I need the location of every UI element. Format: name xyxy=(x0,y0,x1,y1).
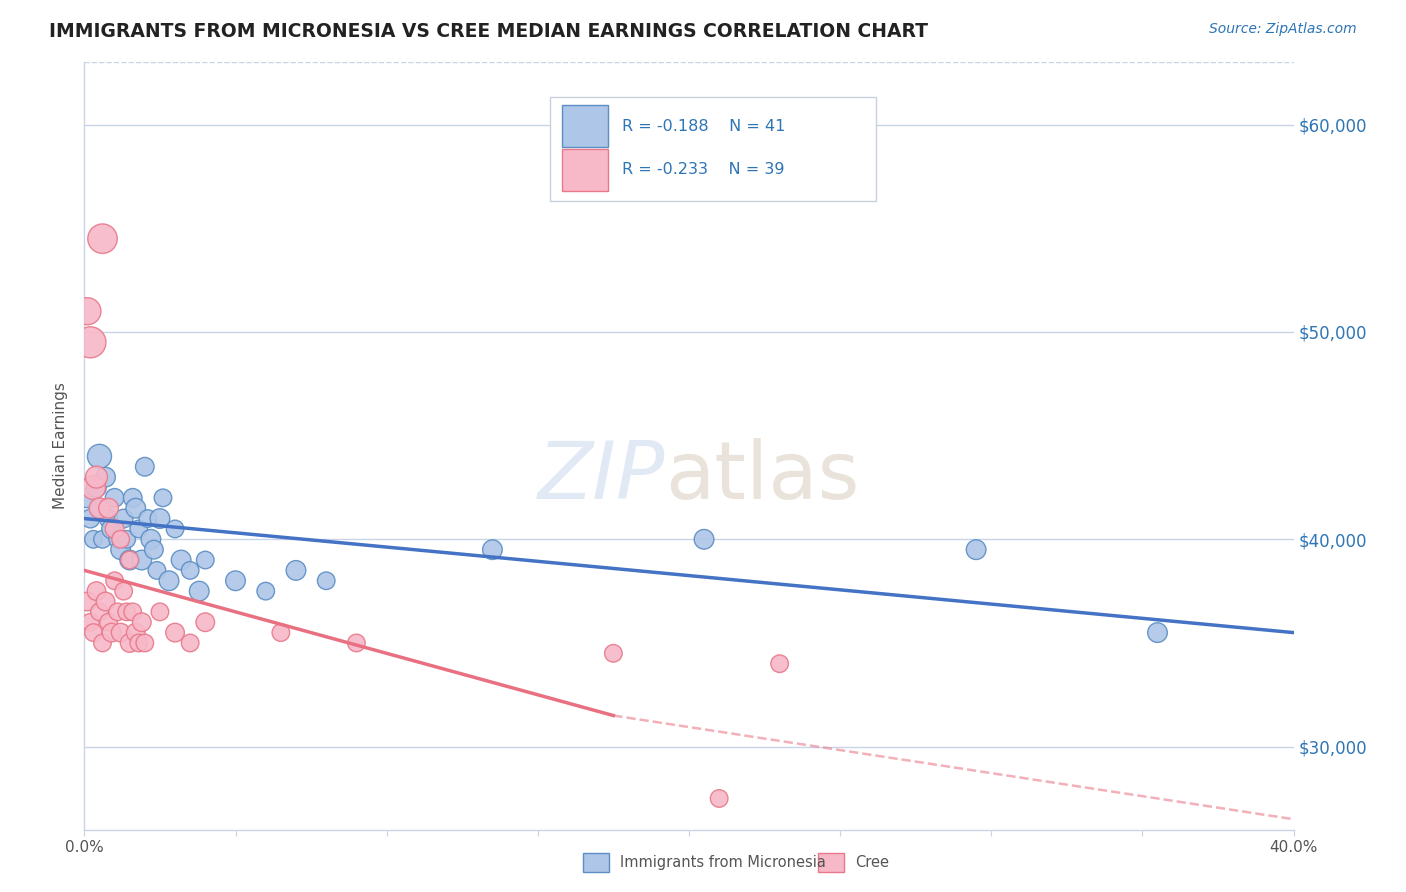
Point xyxy=(128,636,150,650)
Point xyxy=(152,491,174,505)
Point xyxy=(86,584,108,599)
Point xyxy=(315,574,337,588)
Point xyxy=(97,511,120,525)
Point xyxy=(115,605,138,619)
Point xyxy=(91,232,114,246)
Point xyxy=(254,584,277,599)
Point xyxy=(110,542,132,557)
Point xyxy=(104,574,127,588)
Point xyxy=(769,657,792,671)
Point xyxy=(146,563,169,577)
Text: atlas: atlas xyxy=(665,438,859,516)
Point xyxy=(76,594,98,608)
Text: Cree: Cree xyxy=(855,855,889,870)
Point xyxy=(118,636,141,650)
Point xyxy=(110,533,132,547)
Point xyxy=(107,605,129,619)
Point xyxy=(142,542,165,557)
Point xyxy=(107,533,129,547)
Text: Immigrants from Micronesia: Immigrants from Micronesia xyxy=(620,855,825,870)
Point xyxy=(170,553,193,567)
Bar xyxy=(562,149,607,191)
Point xyxy=(693,533,716,547)
Text: R = -0.233    N = 39: R = -0.233 N = 39 xyxy=(623,162,785,178)
Point xyxy=(89,501,111,516)
Point xyxy=(79,615,101,630)
Point xyxy=(225,574,247,588)
Point xyxy=(118,553,141,567)
Point xyxy=(179,636,201,650)
Point xyxy=(1146,625,1168,640)
Point xyxy=(188,584,211,599)
Point xyxy=(136,511,159,525)
Point xyxy=(149,511,172,525)
FancyBboxPatch shape xyxy=(550,97,876,201)
Point xyxy=(179,563,201,577)
Point xyxy=(76,304,98,318)
Text: R = -0.188    N = 41: R = -0.188 N = 41 xyxy=(623,119,786,134)
Point xyxy=(97,501,120,516)
Point xyxy=(134,636,156,650)
Point xyxy=(157,574,180,588)
Point xyxy=(139,533,162,547)
Point xyxy=(91,533,114,547)
Point xyxy=(79,511,101,525)
Point xyxy=(104,491,127,505)
Point xyxy=(79,335,101,350)
Point xyxy=(165,522,187,536)
Point xyxy=(89,501,111,516)
Point xyxy=(100,522,122,536)
Point xyxy=(89,450,111,464)
Point xyxy=(194,553,217,567)
Point xyxy=(134,459,156,474)
Point xyxy=(194,615,217,630)
Point xyxy=(82,625,104,640)
Text: ZIP: ZIP xyxy=(537,438,665,516)
Point xyxy=(709,791,731,805)
Point xyxy=(125,625,148,640)
Point xyxy=(346,636,368,650)
Point xyxy=(481,542,503,557)
Point xyxy=(965,542,987,557)
Point xyxy=(110,625,132,640)
Point xyxy=(94,470,117,484)
Point xyxy=(91,636,114,650)
Point xyxy=(104,522,127,536)
Point xyxy=(602,646,624,660)
Text: Source: ZipAtlas.com: Source: ZipAtlas.com xyxy=(1209,22,1357,37)
Point xyxy=(94,594,117,608)
Point xyxy=(131,615,153,630)
Point xyxy=(86,480,108,494)
Point xyxy=(86,470,108,484)
Point xyxy=(97,615,120,630)
Point xyxy=(121,605,143,619)
Point xyxy=(112,511,135,525)
Point xyxy=(82,480,104,494)
Point xyxy=(112,584,135,599)
Point xyxy=(149,605,172,619)
Point xyxy=(100,625,122,640)
Point xyxy=(115,533,138,547)
Point xyxy=(270,625,292,640)
Text: IMMIGRANTS FROM MICRONESIA VS CREE MEDIAN EARNINGS CORRELATION CHART: IMMIGRANTS FROM MICRONESIA VS CREE MEDIA… xyxy=(49,22,928,41)
Point xyxy=(89,605,111,619)
Point xyxy=(121,491,143,505)
Point xyxy=(131,553,153,567)
Bar xyxy=(562,105,607,147)
Point xyxy=(82,533,104,547)
Point xyxy=(125,501,148,516)
Point xyxy=(76,491,98,505)
Point xyxy=(285,563,308,577)
Point xyxy=(128,522,150,536)
Point xyxy=(165,625,187,640)
Point xyxy=(118,553,141,567)
Y-axis label: Median Earnings: Median Earnings xyxy=(53,383,69,509)
